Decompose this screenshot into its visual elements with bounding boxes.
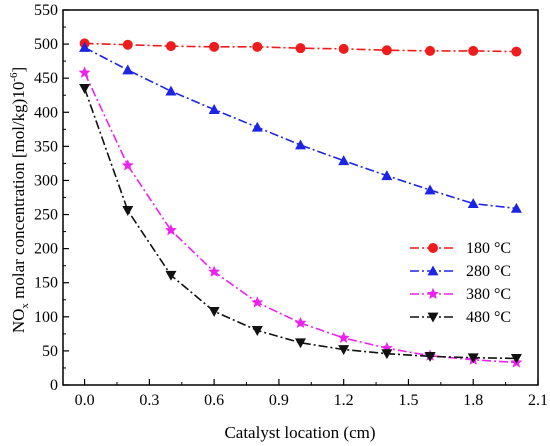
y-tick-label: 350 (34, 138, 58, 155)
data-point (122, 39, 133, 50)
y-axis-title-subscript: x (19, 303, 31, 309)
x-tick-label: 1.5 (398, 392, 418, 409)
y-tick-label: 150 (34, 275, 58, 292)
ticks-layer (63, 9, 539, 386)
x-tick-label: 0.3 (139, 392, 159, 409)
y-tick-label: 0 (50, 377, 58, 394)
y-axis-title-prefix: NO (9, 309, 28, 334)
legend-marker (427, 287, 439, 300)
data-point (208, 104, 220, 114)
y-tick-label: 450 (34, 70, 58, 87)
y-axis-title-main: molar concentration [mol/kg)10 (9, 82, 28, 303)
series-3 (79, 84, 522, 364)
data-point (251, 326, 263, 336)
y-tick-label: 200 (34, 241, 58, 258)
data-point (165, 270, 177, 281)
data-point (78, 66, 91, 78)
x-tick-label: 0.6 (204, 392, 224, 409)
series-0 (79, 38, 522, 57)
data-point (424, 351, 436, 362)
data-point (338, 155, 350, 166)
legend: 180 °C 280 °C 380 °C 480 °C (410, 240, 511, 326)
data-point (337, 331, 350, 344)
data-point (209, 41, 220, 52)
data-point (381, 45, 392, 56)
legend-item-0: 180 °C (410, 240, 511, 257)
data-point (251, 121, 263, 132)
legend-label: 180 °C (466, 240, 511, 257)
legend-marker (427, 265, 439, 276)
x-tick-label: 1.2 (334, 392, 354, 409)
data-point (251, 296, 264, 308)
legend-label: 380 °C (466, 286, 511, 303)
tick-labels: 0.0 0.3 0.6 0.9 1.2 1.5 1.8 2.1 0 50 100 150 200 250 3… (34, 2, 548, 409)
x-tick-label: 2.1 (528, 392, 548, 409)
legend-label: 480 °C (466, 309, 511, 326)
legend-item-1: 280 °C (410, 263, 511, 280)
data-point (165, 41, 176, 52)
y-axis-title-suffix: ] (9, 67, 28, 73)
data-point (79, 84, 91, 94)
y-axis-title-superscript: -6 (8, 72, 20, 82)
series-line (83, 88, 517, 360)
series-line (84, 42, 517, 53)
data-point (424, 184, 436, 195)
y-tick-label: 100 (34, 309, 58, 326)
legend-marker (428, 243, 438, 253)
legend-item-2: 380 °C (410, 286, 511, 303)
data-point (294, 316, 307, 329)
data-point (510, 354, 522, 364)
x-tick-label: 0.9 (269, 392, 289, 409)
data-point (165, 223, 177, 236)
y-tick-label: 300 (34, 172, 58, 189)
y-tick-label: 250 (34, 207, 58, 224)
data-point (381, 170, 393, 181)
data-point (295, 43, 306, 54)
x-axis-title: Catalyst location (cm) (224, 423, 375, 442)
data-point (208, 306, 220, 317)
data-point (295, 338, 306, 349)
data-point (122, 206, 134, 216)
series-line (84, 46, 517, 210)
x-tick-label: 0.0 (75, 392, 95, 409)
data-point (381, 349, 393, 360)
data-point (338, 43, 349, 54)
plot-frame (62, 9, 539, 386)
data-point (467, 198, 479, 209)
data-point (295, 139, 306, 150)
y-axis-title: NOx molar concentration [mol/kg)10-6] (8, 67, 31, 333)
data-point (510, 202, 522, 213)
legend-label: 280 °C (466, 263, 511, 280)
series-1 (79, 42, 522, 213)
data-point (121, 159, 134, 171)
legend-marker (427, 312, 439, 323)
y-tick-label: 400 (34, 104, 58, 121)
y-tick-label: 50 (42, 343, 58, 360)
data-point (252, 41, 263, 52)
y-tick-label: 550 (34, 2, 58, 19)
data-point (467, 353, 479, 364)
data-point (338, 345, 350, 356)
legend-item-3: 480 °C (410, 309, 511, 326)
data-point (511, 46, 522, 57)
x-tick-label: 1.8 (463, 392, 483, 409)
data-point (425, 45, 436, 56)
data-point (208, 265, 221, 277)
series-layer (78, 38, 523, 368)
data-point (165, 85, 177, 96)
series-2 (78, 66, 523, 368)
data-point (79, 42, 91, 52)
data-point (468, 45, 479, 56)
data-point (122, 64, 134, 75)
y-tick-label: 500 (34, 36, 58, 53)
